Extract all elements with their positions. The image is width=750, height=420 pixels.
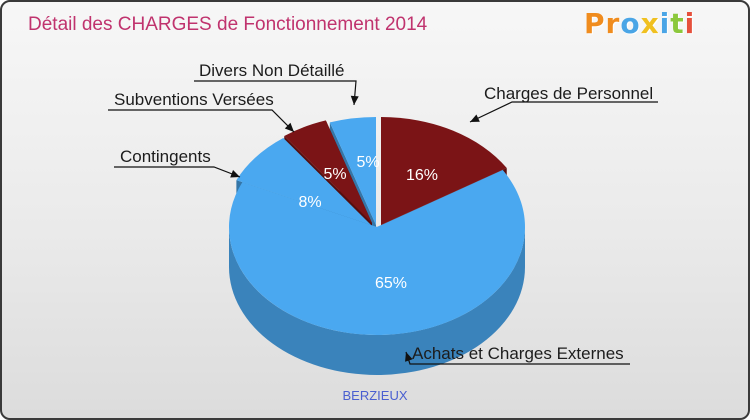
labels: 16% Charges de Personnel 65% Achats et Char… — [108, 61, 658, 365]
logo-letter: r — [605, 7, 621, 40]
slice-category-label: Contingents — [120, 147, 211, 166]
commune-name: BERZIEUX — [342, 388, 408, 403]
callout-line — [469, 101, 658, 123]
slice-percent-label: 5% — [356, 154, 379, 171]
slice-percent-label: 8% — [298, 194, 321, 211]
callout-arrow — [350, 95, 359, 105]
slice-side — [229, 227, 525, 375]
logo-letter: i — [684, 7, 696, 40]
logo-letter: i — [659, 7, 671, 40]
logo-letter: t — [670, 7, 685, 40]
pie-tops — [229, 117, 526, 335]
callout-line — [108, 109, 295, 133]
logo-letter: o — [620, 7, 641, 40]
pie-slice — [381, 117, 507, 225]
proxiti-logo: Proxiti — [584, 7, 695, 40]
pie-slice — [284, 120, 372, 223]
pie-slice — [236, 138, 371, 225]
slice-percent-label: 65% — [375, 275, 407, 292]
slice-category-label: Divers Non Détaillé — [199, 61, 345, 80]
callout-line — [114, 166, 241, 178]
chart-title: Détail des CHARGES de Fonctionnement 201… — [28, 14, 428, 35]
pie-slice — [329, 117, 376, 225]
callout-arrow — [405, 352, 413, 362]
callout-arrow — [230, 170, 240, 178]
slice-category-label: Charges de Personnel — [484, 84, 653, 103]
slice-percent-label: 16% — [406, 167, 438, 184]
logo-letter: P — [584, 7, 606, 40]
slice-percent-label: 5% — [323, 166, 346, 183]
slice-category-label: Subventions Versées — [114, 90, 274, 109]
callout-arrow — [470, 114, 480, 122]
logo-letter: x — [640, 7, 660, 40]
slice-category-label: Achats et Charges Externes — [412, 344, 624, 363]
pie-slice — [229, 170, 526, 335]
callout-arrow — [284, 122, 294, 132]
